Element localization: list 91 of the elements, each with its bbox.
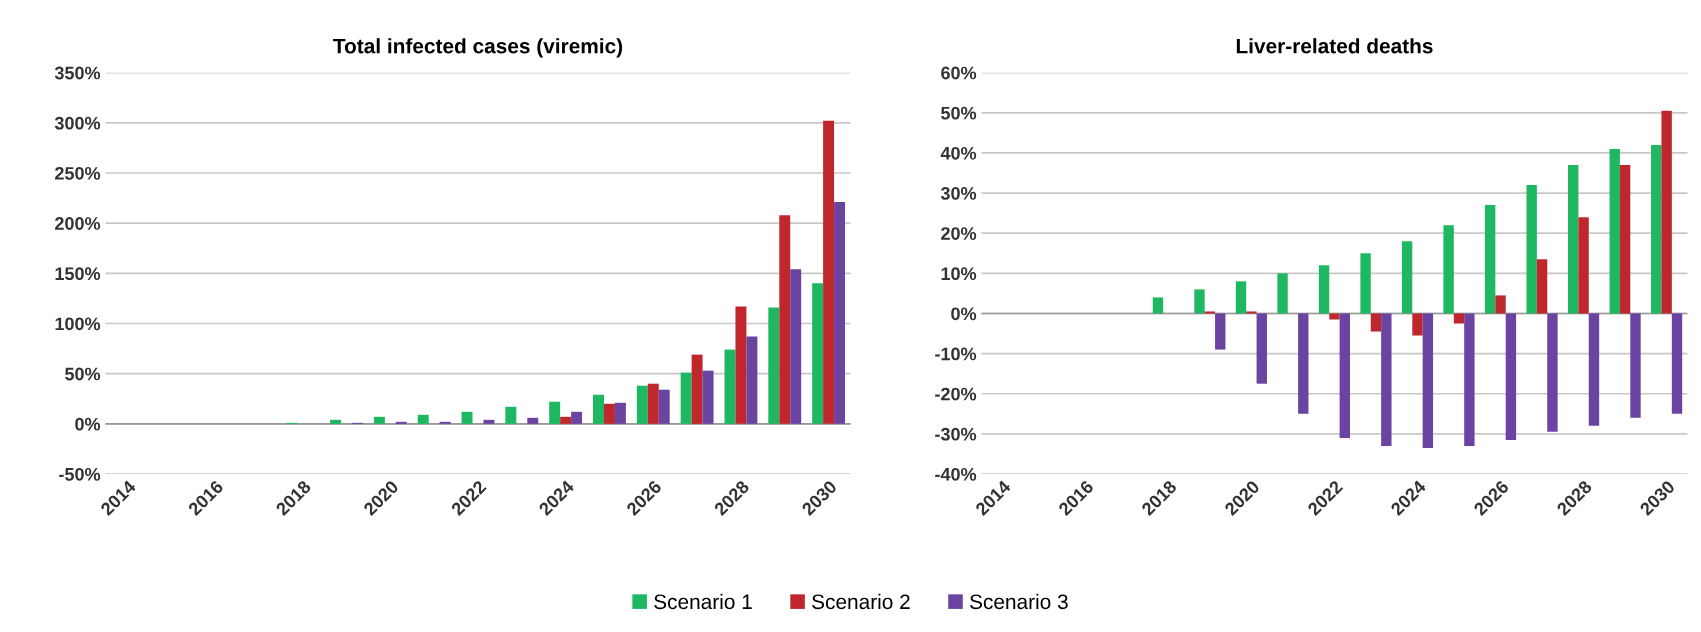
bar: [1412, 313, 1423, 336]
bar: [603, 403, 615, 424]
bar: [1246, 311, 1257, 314]
bar: [330, 419, 342, 424]
y-tick-label: 200%: [55, 217, 101, 230]
bar: [1422, 313, 1434, 448]
bar: [1277, 273, 1288, 314]
bar: [373, 416, 385, 424]
bar: [571, 411, 583, 424]
y-tick-label: 250%: [55, 166, 101, 180]
y-tick-label: 50%: [941, 106, 977, 120]
bar: [1215, 313, 1226, 350]
bar: [593, 394, 604, 424]
bar: [1578, 217, 1589, 314]
bar: [823, 120, 835, 424]
bar: [691, 354, 703, 424]
legend-label: Scenario 3: [969, 593, 1068, 610]
bar: [724, 349, 736, 424]
y-tick-label: 0%: [951, 307, 977, 321]
y-tick-label: 40%: [940, 146, 977, 160]
bar: [834, 202, 846, 424]
bar: [1318, 265, 1330, 314]
bar: [1370, 313, 1382, 332]
bar: [614, 402, 626, 424]
y-tick-label: -10%: [935, 347, 977, 361]
legend-label: Scenario 2: [812, 593, 910, 610]
y-tick-label: -40%: [935, 467, 977, 481]
bar: [1194, 289, 1205, 314]
y-tick-label: 350%: [54, 66, 101, 80]
y-tick-label: 60%: [941, 66, 977, 80]
bar: [1235, 281, 1247, 314]
y-tick-label: 150%: [55, 267, 101, 281]
bar: [1298, 313, 1309, 414]
bar: [647, 383, 659, 424]
bar: [549, 401, 561, 424]
bar: [636, 385, 648, 424]
bar: [1505, 313, 1517, 440]
bar: [395, 421, 407, 424]
y-tick-label: 10%: [941, 267, 977, 281]
y-tick-label: -50%: [59, 467, 101, 481]
bar: [680, 372, 692, 424]
bar: [1204, 311, 1216, 314]
bar: [505, 406, 517, 424]
bar: [779, 215, 791, 424]
y-tick-label: 20%: [941, 227, 977, 240]
bar: [1256, 313, 1267, 384]
bar: [1401, 241, 1413, 314]
bar: [527, 417, 539, 424]
chart-title: Total infected cases (viremic): [333, 38, 623, 58]
bar: [417, 414, 429, 424]
bar: [790, 269, 802, 424]
y-tick-label: -30%: [935, 427, 977, 441]
bar: [1329, 313, 1340, 320]
bar: [735, 306, 747, 424]
bar: [1360, 253, 1371, 314]
bar: [1536, 259, 1548, 314]
bar: [1443, 225, 1454, 314]
bar: [1339, 313, 1351, 438]
bar: [812, 283, 824, 424]
bar: [1588, 313, 1600, 426]
bar: [1484, 205, 1496, 314]
chart-title: Liver-related deaths: [1236, 38, 1433, 54]
bar: [1152, 297, 1164, 314]
bar: [746, 336, 758, 424]
bar: [768, 307, 780, 424]
y-tick-label: 30%: [940, 187, 977, 200]
y-tick-label: 0%: [75, 417, 101, 431]
bar: [1547, 313, 1558, 432]
bar: [560, 416, 572, 424]
bar: [658, 389, 670, 424]
bar: [1453, 313, 1465, 324]
bar: [1651, 144, 1662, 314]
bar: [1381, 313, 1392, 446]
bar: [1661, 110, 1672, 314]
bar: [439, 421, 451, 424]
y-tick-label: 300%: [54, 116, 101, 130]
bar: [1630, 313, 1641, 418]
bar: [1619, 164, 1631, 314]
bar: [1671, 313, 1683, 414]
bar: [702, 370, 714, 424]
bar: [1464, 313, 1475, 446]
bar: [1526, 185, 1537, 314]
y-tick-label: 100%: [55, 317, 101, 331]
bar: [1495, 295, 1506, 314]
bar: [1609, 148, 1620, 314]
bar: [483, 419, 495, 424]
legend-label: Scenario 1: [654, 593, 752, 610]
bar: [461, 411, 473, 424]
y-tick-label: -20%: [935, 387, 977, 401]
y-tick-label: 50%: [65, 367, 101, 381]
bar: [1568, 164, 1579, 314]
